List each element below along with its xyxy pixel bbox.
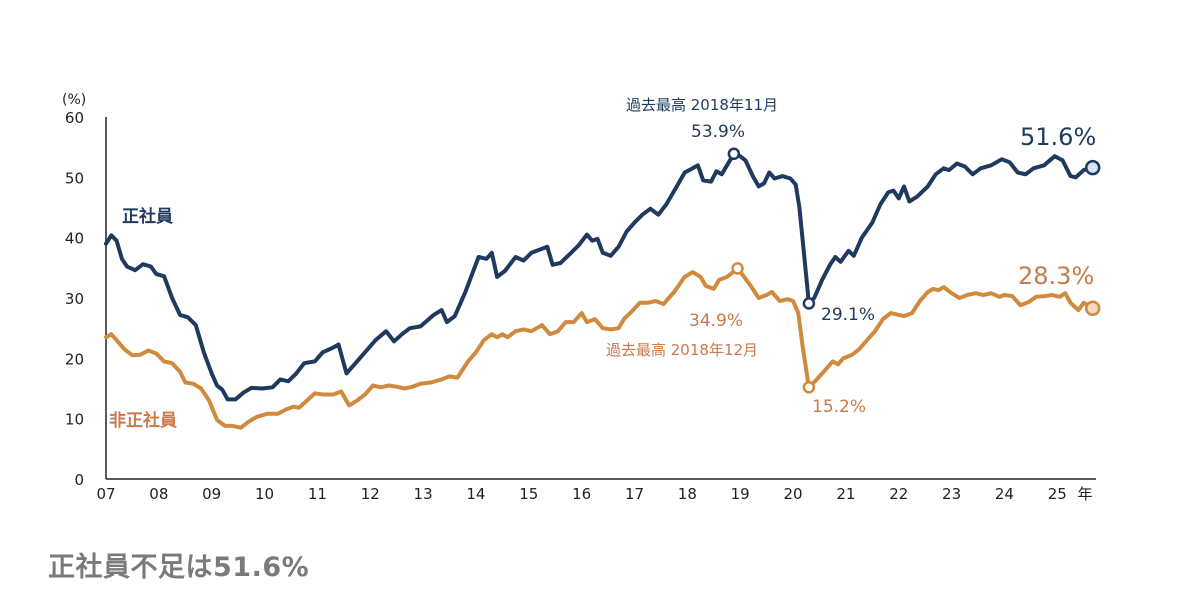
y-tick-label-10: 10 [65, 411, 84, 429]
x-tick-label-18: 18 [678, 485, 697, 503]
x-tick-label-22: 22 [889, 485, 908, 503]
series-lines [104, 151, 1095, 430]
series-label-regular: 正社員 [122, 206, 173, 227]
y-tick-label-50: 50 [65, 169, 84, 187]
x-tick-label-17: 17 [625, 485, 644, 503]
marker-regular-2 [1084, 159, 1101, 176]
x-tick-label-10: 10 [255, 485, 274, 503]
x-tick-label-15: 15 [519, 485, 538, 503]
marker-nonregular-0 [731, 262, 744, 275]
series-line-nonregular [104, 266, 1095, 430]
marker-nonregular-1 [802, 381, 816, 394]
marker-regular-0 [727, 147, 741, 161]
annotation-nonregular-latest-value: 28.3% [1018, 262, 1094, 290]
annotation-regular-peak-value: 53.9% [691, 122, 745, 142]
annotation-regular-peak-label: 過去最高 2018年11月 [626, 96, 778, 114]
series-line-regular [104, 151, 1095, 402]
annotation-nonregular-peak-label: 過去最高 2018年12月 [606, 341, 758, 359]
x-unit-label: 年 [1077, 485, 1092, 503]
y-tick-label-60: 60 [65, 109, 84, 127]
x-tick-label-16: 16 [572, 485, 591, 503]
marker-regular-1 [802, 297, 816, 310]
annotations: 過去最高 2018年11月 53.9% 29.1% 51.6% 34.9% 過去… [606, 96, 1096, 417]
x-tick-label-20: 20 [784, 485, 803, 503]
series-label-nonregular: 非正社員 [109, 410, 177, 431]
x-tick-label-09: 09 [202, 485, 221, 503]
y-tick-label-40: 40 [65, 230, 84, 248]
y-tick-label-0: 0 [74, 471, 84, 489]
x-tick-label-25: 25 [1048, 485, 1067, 503]
x-tick-label-23: 23 [942, 485, 961, 503]
caption: 正社員不足は51.6% [48, 552, 310, 583]
line-chart: (%) 0 10 20 30 40 50 60 07 08 09 10 11 12 13 14 15 16 17… [62, 92, 1101, 503]
y-tick-labels: 0 10 20 30 40 50 60 [65, 109, 84, 489]
marker-nonregular-2 [1084, 300, 1101, 317]
x-tick-label-14: 14 [466, 485, 485, 503]
x-tick-labels: 07 08 09 10 11 12 13 14 15 16 17 18 19 20 21 22 23 24 25 年 [96, 485, 1092, 503]
y-unit-label: (%) [62, 92, 86, 108]
x-tick-label-07: 07 [96, 485, 115, 503]
x-tick-label-19: 19 [731, 485, 750, 503]
annotation-regular-latest-value: 51.6% [1020, 123, 1096, 151]
x-tick-label-21: 21 [836, 485, 855, 503]
x-tick-label-24: 24 [995, 485, 1014, 503]
x-tick-label-08: 08 [149, 485, 168, 503]
annotation-markers [727, 147, 1101, 394]
series-labels: 正社員 非正社員 [109, 206, 177, 431]
annotation-nonregular-low-value: 15.2% [812, 397, 866, 417]
y-tick-label-30: 30 [65, 290, 84, 308]
y-tick-label-20: 20 [65, 350, 84, 368]
x-tick-label-11: 11 [308, 485, 327, 503]
x-tick-label-12: 12 [361, 485, 380, 503]
x-tick-label-13: 13 [414, 485, 433, 503]
annotation-nonregular-peak-value: 34.9% [689, 311, 743, 331]
annotation-regular-low-value: 29.1% [821, 305, 875, 325]
axes: (%) [62, 92, 1096, 480]
